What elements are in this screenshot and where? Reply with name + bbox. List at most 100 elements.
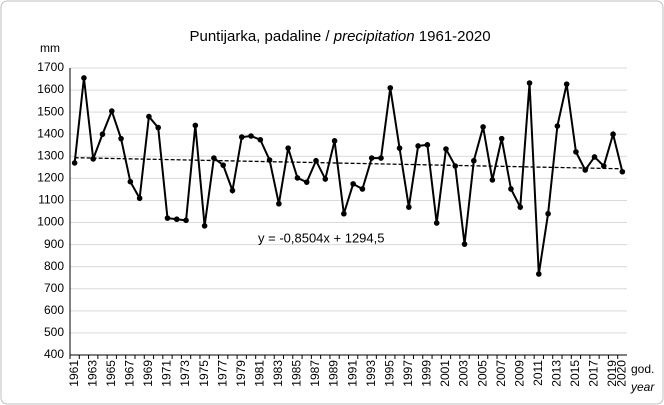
- y-tick-label: 1500: [37, 104, 64, 118]
- x-tick-label: 2005: [475, 360, 489, 387]
- x-tick-label: 2003: [457, 360, 471, 387]
- data-point: [118, 135, 124, 142]
- x-tick-label: 1975: [197, 360, 211, 387]
- data-line: [73, 77, 624, 275]
- data-point: [378, 155, 384, 161]
- y-tick-label: 900: [44, 237, 64, 251]
- data-point: [368, 155, 375, 161]
- x-axis-label: god.: [631, 362, 654, 376]
- data-point: [433, 220, 440, 226]
- x-tick-label: 1971: [160, 360, 174, 387]
- y-tick-label: 1700: [37, 60, 64, 74]
- trend-equation: y = -0,8504x + 1294,5: [258, 230, 384, 245]
- y-tick-label: 1000: [37, 215, 64, 229]
- data-point: [396, 145, 403, 151]
- y-tick-label: 600: [44, 303, 64, 317]
- x-tick-label: 1977: [215, 360, 229, 387]
- y-axis-label: mm: [40, 41, 60, 55]
- data-point: [480, 124, 486, 130]
- data-point: [127, 178, 134, 185]
- x-tick-label: 1999: [420, 360, 434, 387]
- x-tick-label: 1989: [327, 360, 341, 387]
- data-point: [285, 145, 291, 151]
- x-tick-label: 2001: [438, 360, 452, 387]
- data-point: [517, 204, 524, 210]
- data-point: [341, 210, 347, 217]
- x-tick-label: 2020: [615, 360, 629, 387]
- data-point: [229, 187, 236, 194]
- data-point: [201, 223, 208, 229]
- y-tick-label: 1600: [37, 82, 64, 96]
- data-point: [183, 217, 189, 224]
- y-tick-label: 700: [44, 281, 64, 295]
- x-tick-label: 2017: [587, 360, 601, 387]
- data-point: [238, 134, 245, 140]
- data-point: [443, 146, 449, 152]
- data-point: [424, 142, 431, 148]
- y-tick-label: 1400: [37, 126, 64, 140]
- x-tick-label: 1995: [382, 360, 396, 387]
- data-point: [108, 108, 115, 114]
- data-point: [192, 122, 199, 129]
- data-point: [591, 154, 598, 160]
- data-point: [276, 200, 282, 207]
- data-point: [220, 162, 226, 168]
- data-point: [461, 241, 468, 247]
- x-tick-label: 2019: [605, 360, 619, 387]
- x-tick-label: 1967: [123, 360, 137, 387]
- data-point: [536, 271, 542, 277]
- x-tick-label: 1969: [141, 360, 155, 387]
- x-tick-label: 1963: [85, 360, 99, 387]
- data-point: [257, 136, 264, 143]
- data-point: [146, 113, 152, 120]
- x-tick-label: 1987: [308, 360, 322, 387]
- data-point: [350, 181, 356, 187]
- data-point: [406, 204, 412, 210]
- title-italic: precipitation: [333, 28, 415, 45]
- data-point: [331, 138, 338, 144]
- data-point: [554, 123, 561, 129]
- data-point: [526, 80, 533, 86]
- data-point: [489, 177, 496, 183]
- data-point: [359, 186, 366, 192]
- x-tick-label: 1961: [67, 360, 81, 387]
- y-tick-label: 1300: [37, 148, 64, 162]
- x-tick-label: 1983: [271, 360, 285, 387]
- y-tick-label: 400: [44, 347, 64, 361]
- data-point: [610, 131, 616, 138]
- x-tick-label: 1997: [401, 360, 415, 387]
- x-tick-label: 1979: [234, 360, 248, 387]
- data-point: [415, 143, 421, 149]
- x-tick-label: 2015: [568, 360, 582, 387]
- y-tick-label: 800: [44, 259, 64, 273]
- data-point: [294, 175, 301, 181]
- data-point: [573, 149, 579, 155]
- data-point: [471, 157, 477, 164]
- data-point: [563, 81, 570, 87]
- y-tick-label: 1200: [37, 171, 64, 185]
- x-tick-label: 2009: [512, 360, 526, 387]
- data-point: [164, 215, 171, 221]
- title-text: Puntijarka, padaline /: [189, 28, 330, 45]
- title-suffix: 1961-2020: [419, 28, 491, 45]
- x-tick-label: 1981: [252, 360, 266, 387]
- data-point: [90, 156, 97, 162]
- x-tick-label: 1991: [345, 360, 359, 387]
- data-point: [545, 210, 551, 217]
- x-tick-label: 2011: [531, 360, 545, 386]
- x-tick-label: 2007: [494, 360, 508, 387]
- data-point: [81, 75, 87, 81]
- data-point: [600, 163, 607, 169]
- data-point: [248, 133, 254, 139]
- x-tick-label: 1973: [178, 360, 192, 387]
- x-tick-label: 1965: [104, 360, 118, 387]
- data-point: [508, 186, 514, 192]
- trend-line: [74, 157, 623, 170]
- x-tick-label: 2013: [550, 360, 564, 387]
- data-point: [322, 176, 329, 182]
- data-point: [71, 160, 78, 166]
- data-point: [498, 135, 505, 142]
- data-point: [173, 216, 180, 223]
